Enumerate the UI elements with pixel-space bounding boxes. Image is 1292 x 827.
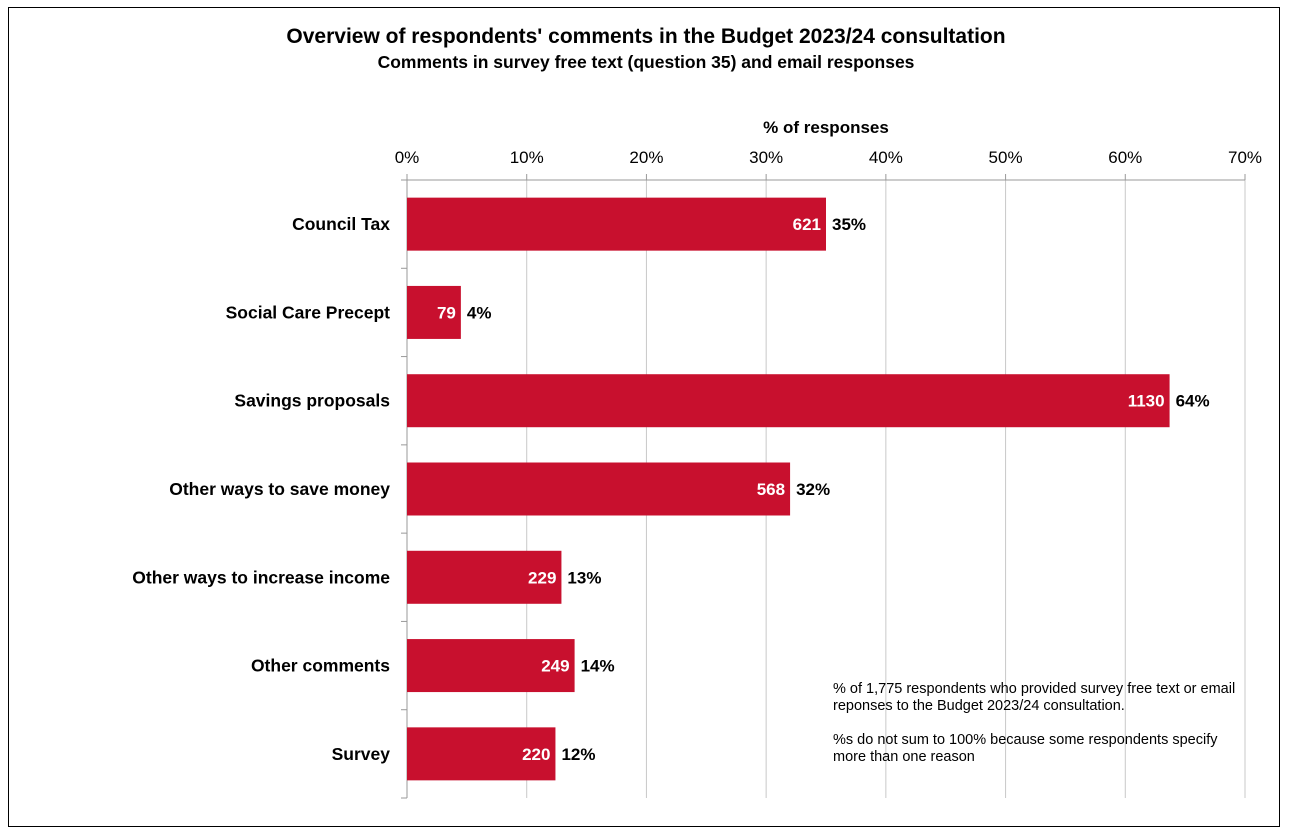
category-label: Other comments bbox=[251, 656, 390, 676]
note-respondents: % of 1,775 respondents who provided surv… bbox=[833, 681, 1236, 714]
percent-label: 13% bbox=[567, 568, 601, 587]
count-label: 1130 bbox=[1128, 392, 1165, 411]
category-label: Survey bbox=[332, 744, 391, 764]
bar bbox=[407, 639, 575, 693]
bar bbox=[407, 374, 1170, 428]
x-tick-label: 10% bbox=[510, 148, 544, 167]
note-sum: %s do not sum to 100% because some respo… bbox=[833, 732, 1218, 765]
count-label: 229 bbox=[528, 568, 556, 587]
x-tick-label: 70% bbox=[1228, 148, 1262, 167]
category-label: Other ways to increase income bbox=[132, 567, 390, 587]
bar bbox=[407, 462, 791, 516]
bar-chart: 0% 10% 20% 30% 40% 50% 60% 70% % of responses Cou… bbox=[132, 118, 1262, 799]
category-label: Social Care Precept bbox=[226, 302, 391, 322]
percent-label: 35% bbox=[832, 215, 866, 234]
chart-subtitle: Comments in survey free text (question 3… bbox=[377, 52, 915, 72]
bar bbox=[407, 727, 556, 781]
percent-label: 64% bbox=[1176, 392, 1210, 411]
percent-label: 14% bbox=[581, 657, 615, 676]
count-label: 621 bbox=[793, 215, 821, 234]
bar bbox=[407, 197, 826, 251]
percent-label: 12% bbox=[561, 745, 595, 764]
bar bbox=[407, 550, 562, 604]
count-label: 249 bbox=[541, 657, 569, 676]
x-tick-label: 60% bbox=[1108, 148, 1142, 167]
x-tick-label: 40% bbox=[869, 148, 903, 167]
count-label: 79 bbox=[437, 303, 456, 322]
chart-notes: % of 1,775 respondents who provided surv… bbox=[833, 681, 1253, 783]
bar bbox=[407, 285, 461, 339]
percent-label: 4% bbox=[467, 303, 492, 322]
x-tick-label: 0% bbox=[395, 148, 420, 167]
x-tick-label: 20% bbox=[629, 148, 663, 167]
x-tick-label: 50% bbox=[989, 148, 1023, 167]
x-tick-label: 30% bbox=[749, 148, 783, 167]
category-label: Council Tax bbox=[292, 214, 390, 234]
chart-title: Overview of respondents' comments in the… bbox=[286, 25, 1006, 48]
category-label: Other ways to save money bbox=[169, 479, 390, 499]
category-label: Savings proposals bbox=[234, 391, 390, 411]
count-label: 568 bbox=[757, 480, 785, 499]
count-label: 220 bbox=[522, 745, 550, 764]
x-axis-title: % of responses bbox=[763, 118, 889, 137]
percent-label: 32% bbox=[796, 480, 830, 499]
